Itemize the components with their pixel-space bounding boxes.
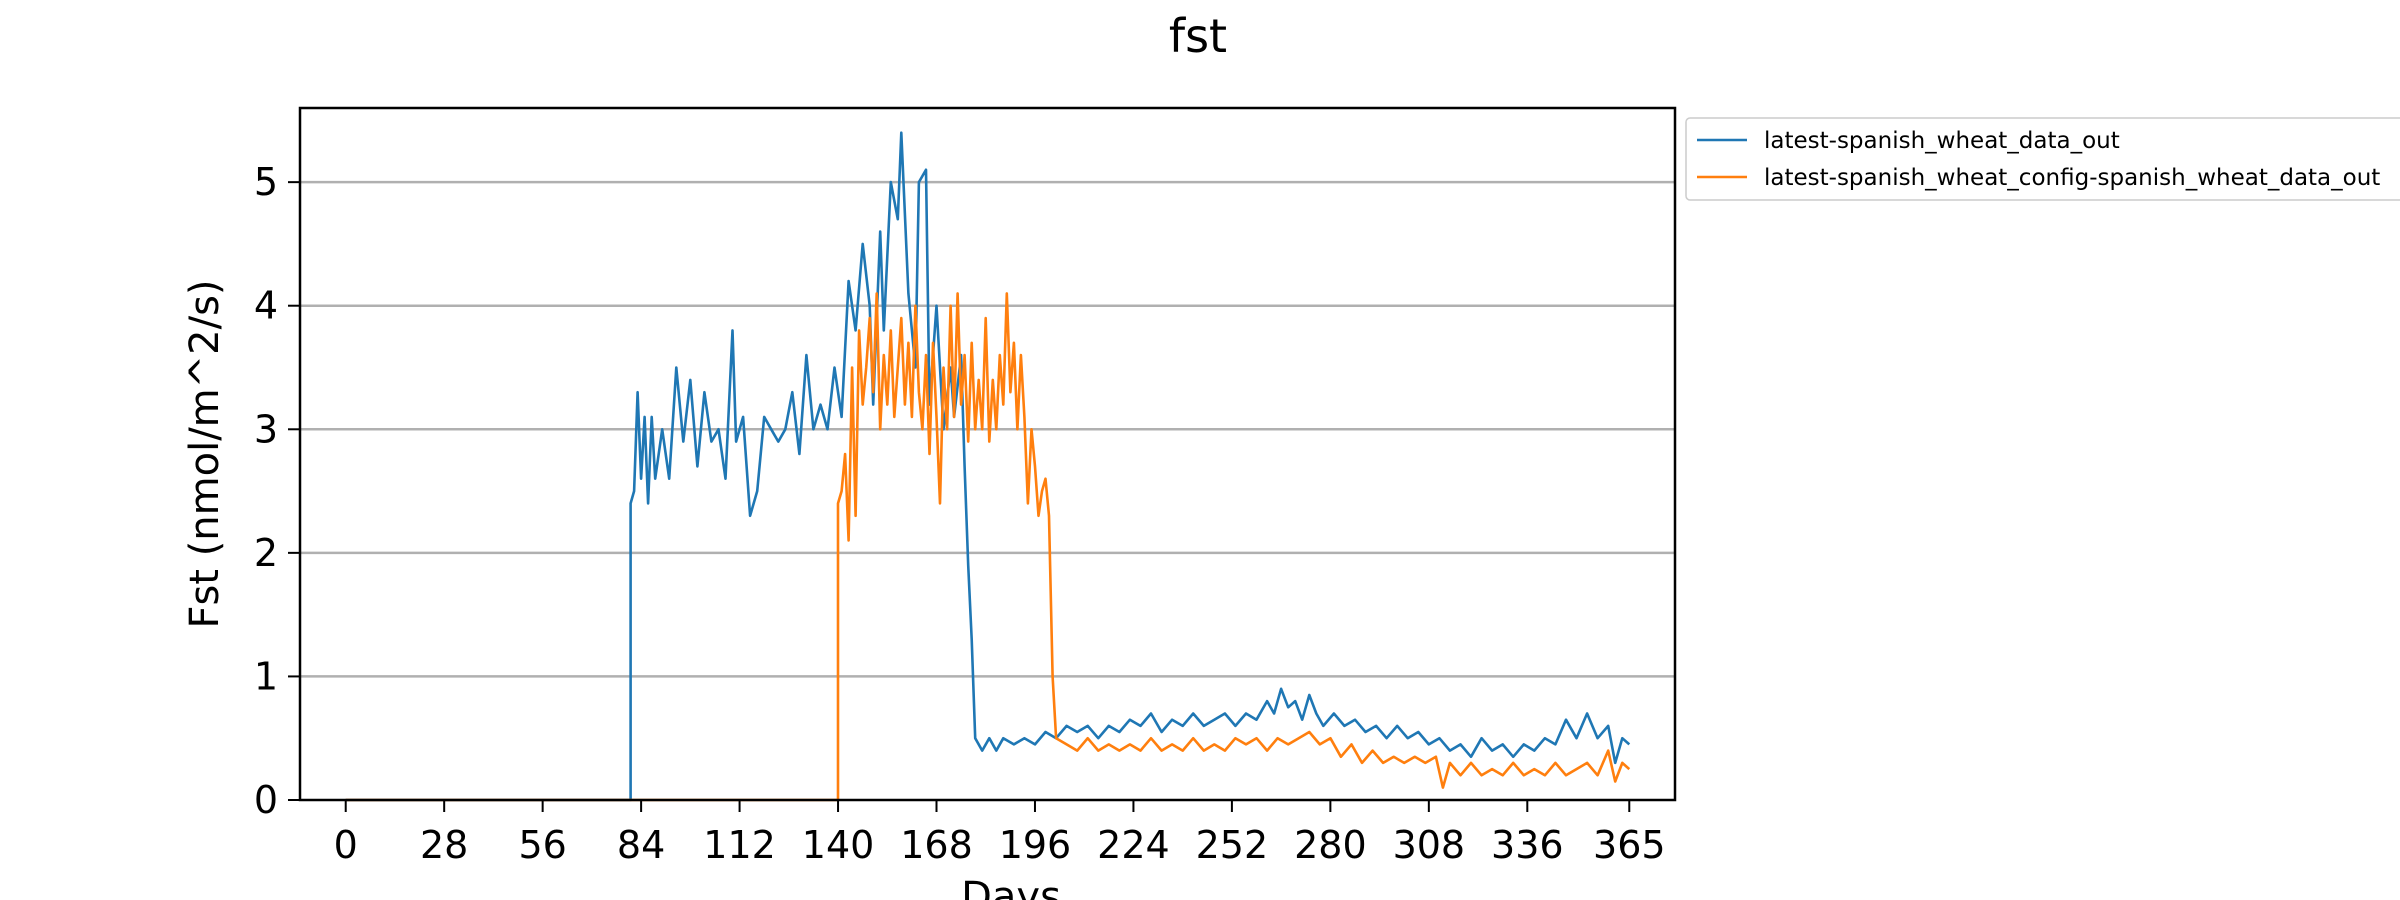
x-tick-label: 112 xyxy=(703,823,776,867)
x-tick-label: 140 xyxy=(802,823,875,867)
legend-box xyxy=(1685,117,2400,201)
series-lines xyxy=(345,131,1631,802)
y-tick-label: 1 xyxy=(254,654,278,698)
x-tick-label: 224 xyxy=(1097,823,1170,867)
legend-label-1: latest-spanish_wheat_data_out xyxy=(1764,128,2120,154)
x-tick-label: 280 xyxy=(1294,823,1367,867)
series-line-1 xyxy=(345,131,1631,802)
y-axis-label: Fst (nmol/m^2/s) xyxy=(182,279,228,628)
y-tick-label: 2 xyxy=(254,531,278,575)
x-tick-label: 168 xyxy=(900,823,973,867)
chart-title: fst xyxy=(1169,9,1227,63)
x-tick-label: 196 xyxy=(999,823,1072,867)
legend: latest-spanish_wheat_data_out latest-span… xyxy=(1685,117,2400,201)
y-tick-label: 3 xyxy=(254,407,278,451)
series-line-2 xyxy=(345,292,1631,802)
x-axis-ticks: 0 28 56 84 112 140 168 196 224 252 280 308 336 365 xyxy=(334,800,1666,867)
x-tick-label: 252 xyxy=(1196,823,1269,867)
x-axis-label: Days xyxy=(961,874,1061,900)
grid-lines xyxy=(300,180,1675,678)
x-tick-label: 28 xyxy=(420,823,468,867)
x-tick-label: 0 xyxy=(334,823,358,867)
x-tick-label: 56 xyxy=(518,823,566,867)
y-axis-ticks: 0 1 2 3 4 5 xyxy=(254,160,300,822)
x-tick-label: 336 xyxy=(1491,823,1564,867)
x-tick-label: 84 xyxy=(617,823,665,867)
legend-label-2: latest-spanish_wheat_config-spanish_whea… xyxy=(1764,165,2380,191)
y-tick-label: 4 xyxy=(254,284,278,328)
plot-area-frame xyxy=(298,106,1677,802)
x-tick-label: 365 xyxy=(1593,823,1666,867)
y-tick-label: 0 xyxy=(254,778,278,822)
y-tick-label: 5 xyxy=(254,160,278,204)
x-tick-label: 308 xyxy=(1393,823,1466,867)
